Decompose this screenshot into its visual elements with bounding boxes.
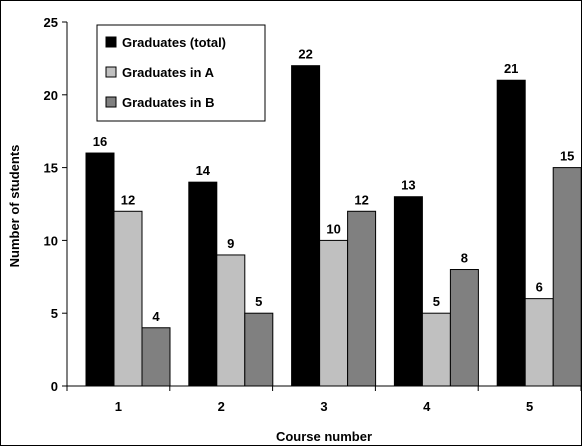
legend-box — [96, 24, 266, 122]
data-label-3-4: 8 — [461, 251, 468, 266]
legend: Graduates (total) Graduates in A Graduates… — [96, 24, 266, 122]
data-label-2-1: 12 — [121, 192, 135, 207]
legend-label-1: Graduates (total) — [122, 35, 226, 50]
bar-1-4 — [393, 196, 423, 387]
bar-3-1 — [141, 327, 171, 387]
y-tick-label-0: 0 — [51, 379, 58, 394]
bar-1-2 — [188, 181, 218, 387]
data-label-3-2: 5 — [255, 294, 262, 309]
legend-label-3: Graduates in B — [122, 95, 214, 110]
bar-1-3 — [291, 65, 321, 387]
bar-2-5 — [524, 298, 554, 387]
data-label-2-4: 5 — [433, 294, 440, 309]
x-tick-label-4: 4 — [423, 399, 431, 414]
data-label-2-3: 10 — [326, 221, 340, 236]
bar-2-3 — [319, 239, 349, 387]
x-tick-label-2: 2 — [218, 399, 225, 414]
bar-2-4 — [421, 312, 451, 387]
data-label-1-4: 13 — [401, 178, 415, 193]
plot-area: 16 12 4 14 9 5 22 10 12 13 5 8 21 6 15 — [85, 47, 581, 387]
data-label-1-3: 22 — [298, 47, 312, 62]
x-tick-label-3: 3 — [320, 399, 327, 414]
data-label-1-5: 21 — [504, 61, 518, 76]
data-label-3-1: 4 — [152, 309, 160, 324]
bar-2-2 — [216, 254, 246, 387]
x-axis-title: Course number — [276, 429, 372, 444]
bar-1-1 — [85, 152, 115, 387]
data-label-2-5: 6 — [536, 280, 543, 295]
bar-2-1 — [113, 210, 143, 387]
y-tick-label-15: 15 — [44, 161, 58, 176]
bar-3-4 — [449, 269, 479, 387]
legend-label-2: Graduates in A — [122, 65, 215, 80]
bar-3-2 — [244, 312, 274, 387]
x-tick-label-1: 1 — [115, 399, 122, 414]
legend-swatch-1 — [105, 36, 117, 48]
bar-3-3 — [347, 210, 377, 387]
data-label-1-1: 16 — [93, 134, 107, 149]
y-tick-label-25: 25 — [44, 15, 58, 30]
bar-3-5 — [552, 167, 581, 387]
data-label-2-2: 9 — [227, 236, 234, 251]
legend-swatch-2 — [105, 66, 117, 78]
data-label-3-5: 15 — [560, 149, 574, 164]
y-axis-title: Number of students — [7, 145, 22, 268]
bar-1-5 — [496, 79, 526, 387]
y-tick-label-10: 10 — [44, 233, 58, 248]
data-label-1-2: 14 — [196, 163, 211, 178]
data-label-3-3: 12 — [354, 192, 368, 207]
legend-swatch-3 — [105, 96, 117, 108]
y-tick-label-5: 5 — [51, 306, 58, 321]
x-tick-label-5: 5 — [526, 399, 533, 414]
y-tick-label-20: 20 — [44, 88, 58, 103]
